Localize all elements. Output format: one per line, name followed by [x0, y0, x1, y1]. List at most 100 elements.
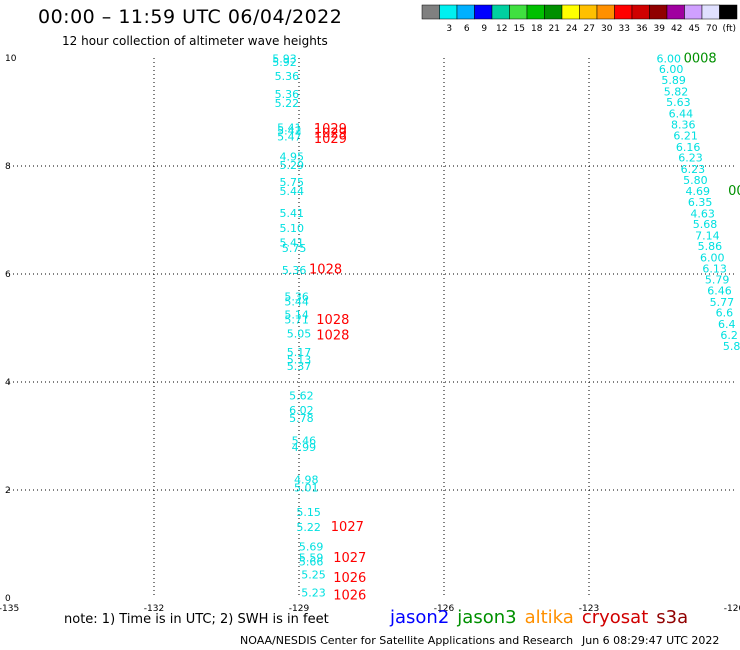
wave-height-label: 8.36	[671, 119, 696, 132]
wave-height-label: 6.23	[681, 163, 706, 176]
wave-height-label: 1028	[316, 328, 349, 343]
satellite-legend-item: jason3	[457, 607, 517, 628]
wave-height-label: 5.78	[289, 412, 314, 425]
wave-height-label: 5.05	[287, 328, 312, 341]
wave-height-label: 5.89	[661, 74, 686, 87]
wave-height-label: 6.16	[676, 141, 701, 154]
x-tick-label: -129	[289, 604, 310, 614]
wave-height-label: 4.95	[280, 151, 305, 164]
wave-height-label: 1029	[314, 132, 347, 147]
wave-height-label: 5.36	[275, 88, 300, 101]
wave-height-label: 5.15	[296, 506, 321, 519]
chart-subtitle: 12 hour collection of altimeter wave hei…	[62, 34, 328, 48]
wave-height-label: 5.71	[284, 314, 309, 327]
wave-height-label: 1028	[316, 313, 349, 328]
wave-height-label: 1029	[314, 126, 347, 141]
wave-height-label: 6.2	[720, 329, 738, 342]
wave-height-label: 5.23	[301, 586, 326, 599]
wave-height-label: 5.92	[272, 56, 297, 69]
wave-height-label: 5.63	[666, 96, 691, 109]
x-tick-label: -120	[724, 604, 740, 614]
wave-height-label: 5.8	[723, 340, 740, 353]
wave-height-label: 6.35	[688, 196, 713, 209]
wave-height-label: 1028	[309, 262, 342, 277]
wave-height-label: 6.00	[657, 52, 682, 65]
colorbar-label: 27	[584, 24, 595, 34]
x-tick-label: -123	[579, 604, 599, 614]
wave-height-label: 4.69	[686, 185, 711, 198]
wave-height-label: 6.4	[718, 318, 736, 331]
wave-height-label: 6.23	[678, 152, 703, 165]
wave-height-label: 0008	[684, 51, 717, 66]
wave-height-label: 5.42	[277, 125, 302, 138]
wave-height-label: 6.00	[700, 252, 725, 265]
y-tick-label: 8	[5, 162, 11, 172]
wave-height-label: 1027	[331, 520, 364, 535]
wave-height-label: 6.44	[669, 107, 694, 120]
colorbar-label: 3	[446, 24, 452, 34]
wave-height-label: 5.75	[282, 242, 307, 255]
wave-height-label: 5.59	[299, 551, 324, 564]
wave-height-label: 5.22	[296, 521, 321, 534]
colorbar-label: 33	[619, 24, 630, 34]
chart-title: 00:00 – 11:59 UTC 06/04/2022	[38, 6, 343, 28]
colorbar-label: 36	[636, 24, 648, 34]
wave-height-label: 5.66	[299, 556, 324, 569]
wave-height-label: 5.77	[710, 296, 735, 309]
satellite-legend: jason2 jason3 altika cryosat s3a	[390, 607, 696, 628]
footer-note: note: 1) Time is in UTC; 2) SWH is in fe…	[64, 612, 329, 627]
wave-height-label: 5.37	[287, 360, 312, 373]
wave-height-label: 1027	[333, 551, 366, 566]
wave-height-label: 5.86	[698, 240, 723, 253]
colorbar-label: 12	[496, 24, 507, 34]
generated-timestamp: Jun 6 08:29:47 UTC 2022	[582, 634, 720, 647]
wave-height-label: 6.46	[707, 285, 732, 298]
wave-height-label: 5.14	[284, 308, 309, 321]
colorbar-label: 18	[531, 24, 543, 34]
wave-height-label: 6.00	[659, 63, 684, 76]
x-tick-label: -126	[434, 604, 455, 614]
wave-height-label: 5.69	[299, 540, 324, 553]
wave-height-label: 6.6	[716, 307, 734, 320]
satellite-legend-item: s3a	[656, 607, 689, 628]
wave-height-label: 5.36	[275, 70, 300, 83]
wave-height-label: 5.62	[289, 389, 314, 402]
satellite-legend-item: altika	[524, 607, 574, 628]
wave-height-label: 5.01	[294, 482, 319, 495]
colorbar-label: 70	[706, 24, 718, 34]
wave-height-label: 4.63	[690, 207, 715, 220]
colorbar-label: (ft)	[722, 24, 736, 34]
x-tick-label: -132	[144, 604, 164, 614]
wave-height-label: 5.79	[705, 274, 730, 287]
wave-height-label: 5.29	[280, 159, 305, 172]
wave-height-label: 1026	[333, 589, 366, 604]
wave-height-label: 5.41	[280, 236, 305, 249]
wave-height-label: 1026	[333, 571, 366, 586]
y-tick-label: 10	[5, 54, 17, 64]
x-tick-label: -135	[0, 604, 19, 614]
credit-text: NOAA/NESDIS Center for Satellite Applica…	[240, 634, 574, 647]
colorbar-label: 39	[654, 24, 666, 34]
wave-height-label: 5.82	[664, 85, 689, 98]
colorbar-label: 6	[464, 24, 470, 34]
wave-height-label: 4.99	[292, 441, 317, 454]
wave-height-label: 5.22	[275, 97, 300, 110]
wave-height-label: 6.02	[289, 404, 314, 417]
y-tick-label: 6	[5, 270, 11, 280]
wave-height-label: 5.46	[292, 435, 317, 448]
wave-height-label: 5.13	[287, 354, 312, 367]
wave-height-label: 5.75	[280, 176, 305, 189]
wave-height-label: 5.25	[301, 569, 326, 582]
colorbar-swatch	[719, 4, 738, 20]
y-tick-label: 2	[5, 486, 11, 496]
colorbar-label: 45	[689, 24, 700, 34]
satellite-legend-item: cryosat	[581, 607, 649, 628]
satellite-legend-item: jason2	[390, 607, 450, 628]
wave-height-label: 6.13	[702, 262, 727, 275]
wave-height-label: 5.41	[277, 121, 302, 134]
wave-height-label: 5.17	[287, 346, 312, 359]
colorbar-label: 21	[549, 24, 560, 34]
colorbar-label: 15	[514, 24, 525, 34]
wave-height-label: 5.80	[683, 174, 708, 187]
wave-height-label: 5.36	[284, 290, 309, 303]
